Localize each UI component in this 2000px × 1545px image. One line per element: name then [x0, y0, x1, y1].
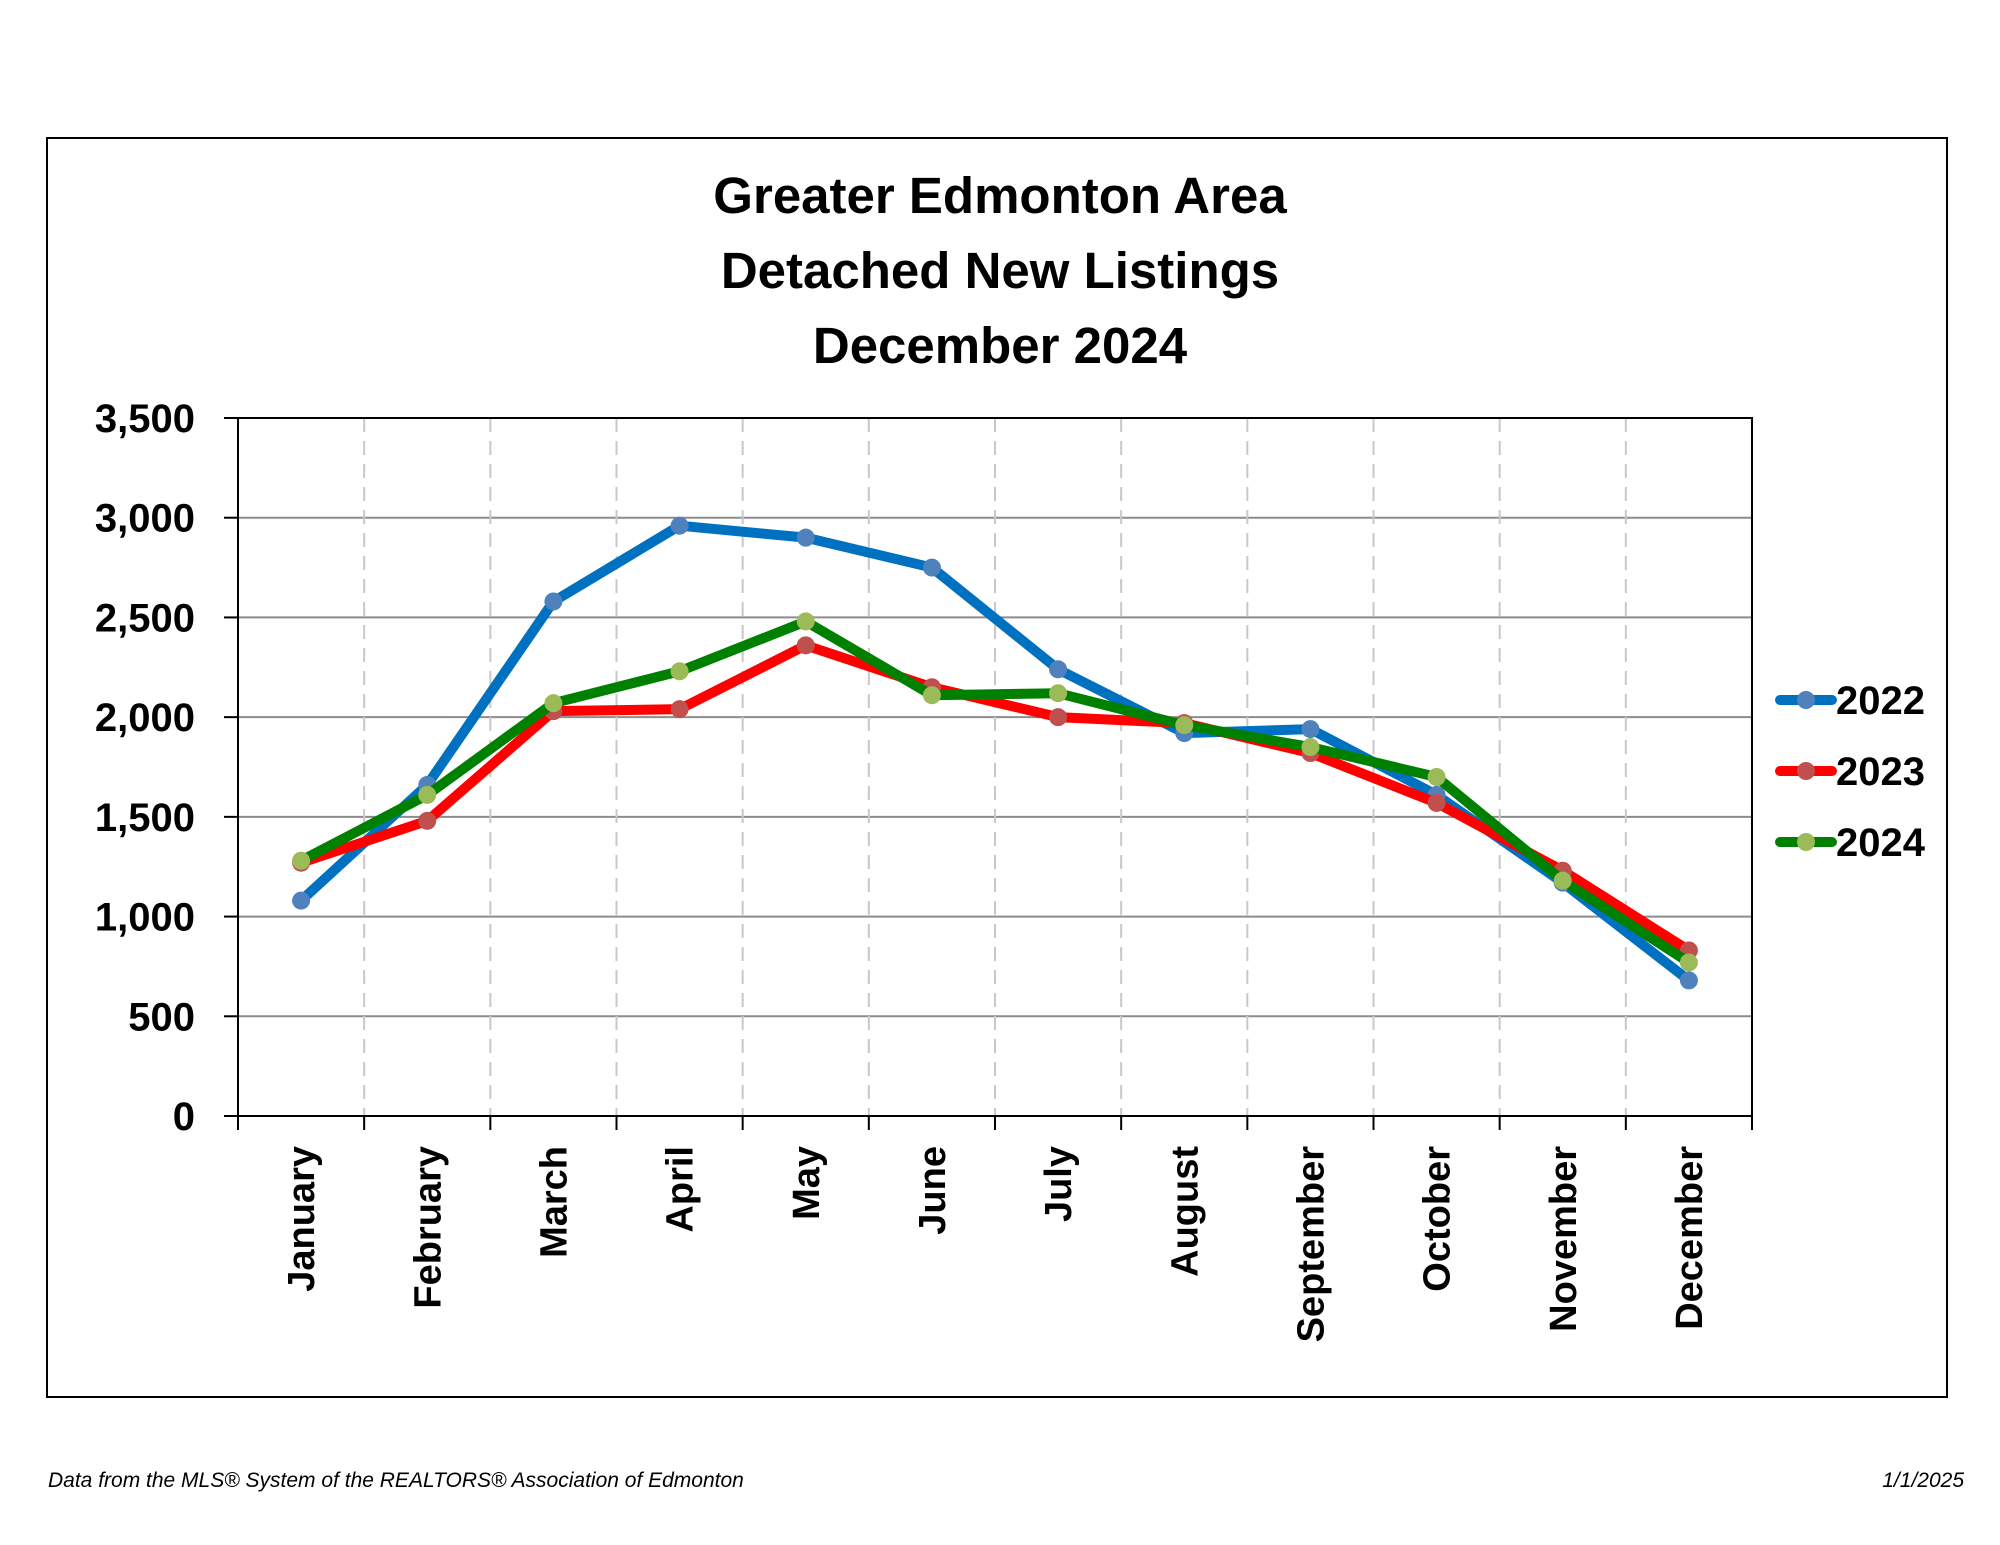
data-point — [670, 516, 689, 535]
y-tick-label: 3,000 — [95, 497, 195, 541]
data-point — [1301, 720, 1320, 739]
x-tick-label: December — [1669, 1146, 1711, 1330]
x-tick-label: January — [281, 1146, 323, 1292]
chart-title: Greater Edmonton Area Detached New Listin… — [713, 167, 1287, 374]
data-point — [922, 558, 941, 577]
data-point — [1679, 953, 1698, 972]
x-tick-label: February — [407, 1146, 449, 1309]
data-point — [1679, 971, 1698, 990]
data-point — [418, 785, 437, 804]
x-tick-label: March — [533, 1146, 575, 1258]
series — [292, 516, 1698, 990]
x-tick-label: August — [1164, 1146, 1206, 1277]
legend-item: 2023 — [1775, 750, 1925, 794]
chart-title-line: Detached New Listings — [721, 242, 1279, 299]
legend: 2022 2023 2024 — [1775, 679, 1926, 865]
x-tick-label: November — [1543, 1146, 1585, 1332]
y-tick-label: 1,000 — [95, 896, 195, 940]
data-point — [544, 694, 563, 713]
data-point — [292, 891, 311, 910]
legend-marker — [1797, 833, 1815, 851]
chart-frame — [46, 137, 1948, 1398]
data-point — [796, 612, 815, 631]
x-tick-label: May — [786, 1146, 828, 1220]
data-point — [670, 662, 689, 681]
x-axis: January February March April May June July Augu… — [237, 1116, 1753, 1343]
legend-label: 2024 — [1836, 821, 1926, 865]
data-point — [418, 811, 437, 830]
legend-item: 2024 — [1775, 821, 1926, 865]
y-tick-label: 2,000 — [95, 696, 195, 740]
data-point — [796, 528, 815, 547]
data-point — [670, 700, 689, 719]
chart-title-line: December 2024 — [813, 317, 1188, 374]
series-line — [296, 616, 1694, 968]
data-point — [1049, 660, 1068, 679]
series-2024 — [292, 612, 1698, 972]
legend-label: 2022 — [1836, 679, 1925, 723]
data-point — [922, 686, 941, 705]
x-tick-label: September — [1290, 1146, 1332, 1343]
data-point — [544, 592, 563, 611]
data-point — [1427, 767, 1446, 786]
y-tick-label: 2,500 — [95, 596, 195, 640]
x-tick-label: April — [660, 1146, 702, 1233]
data-point — [292, 851, 311, 870]
data-point — [1049, 708, 1068, 727]
x-tick-label: July — [1038, 1146, 1080, 1222]
legend-item: 2022 — [1775, 679, 1925, 723]
series-line — [296, 640, 1694, 956]
data-point — [1301, 738, 1320, 757]
chart-title-line: Greater Edmonton Area — [713, 167, 1287, 224]
x-tick-label: October — [1417, 1146, 1459, 1292]
data-point — [1175, 716, 1194, 735]
legend-marker — [1797, 691, 1815, 709]
x-tick-label: June — [912, 1146, 954, 1235]
legend-marker — [1797, 762, 1815, 780]
legend-label: 2023 — [1836, 750, 1925, 794]
footer-date: 1/1/2025 — [1882, 1469, 1964, 1492]
footer-source: Data from the MLS® System of the REALTOR… — [48, 1469, 744, 1492]
y-tick-label: 3,500 — [95, 397, 195, 441]
data-point — [1427, 793, 1446, 812]
data-point — [1049, 684, 1068, 703]
y-axis: 0 500 1,000 1,500 2,000 2,500 3,000 3,500 — [95, 397, 238, 1139]
gridlines — [238, 418, 1752, 1116]
y-tick-label: 500 — [128, 995, 195, 1039]
data-point — [796, 636, 815, 655]
data-point — [1553, 871, 1572, 890]
y-tick-label: 0 — [173, 1095, 195, 1139]
y-tick-label: 1,500 — [95, 796, 195, 840]
